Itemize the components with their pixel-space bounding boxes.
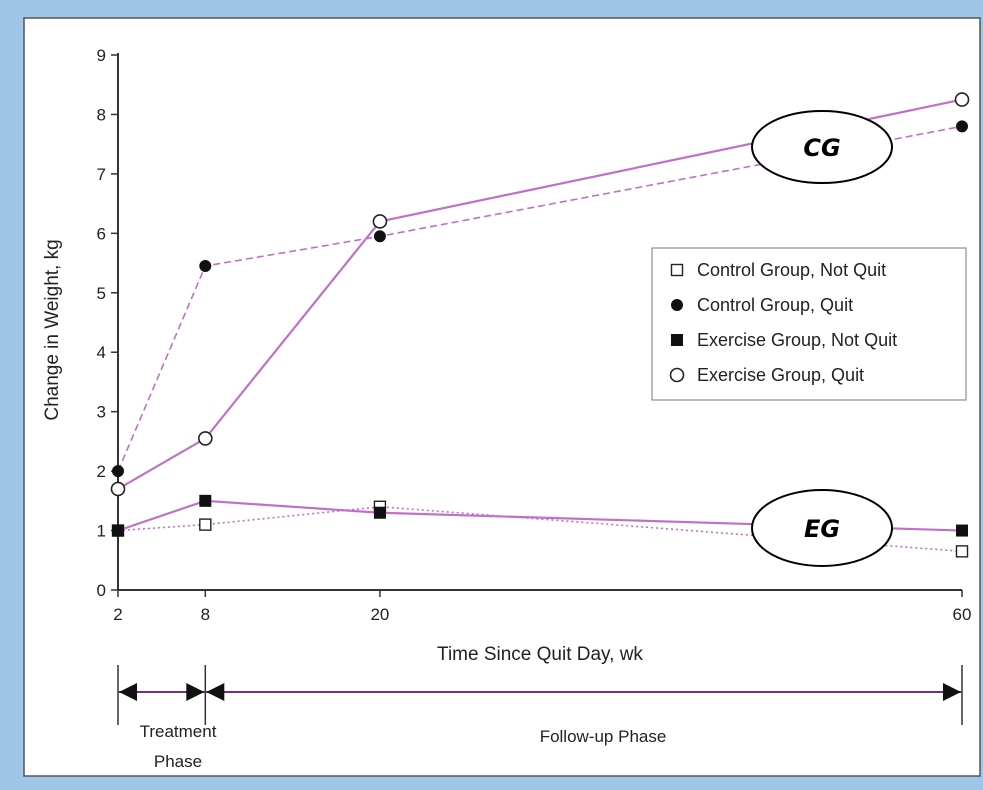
y-tick-label-5: 5 [97,284,106,303]
eg-label: EG [804,515,840,543]
followup-arrowhead-left [206,683,225,701]
legend-marker-0 [670,263,684,277]
legend-marker-2 [671,334,683,346]
series-3-point-2 [372,214,388,229]
legend-label-2: Exercise Group, Not Quit [697,330,897,350]
cg-bubble [751,110,893,184]
treatment-arrowhead-left [119,683,137,701]
series-line-2 [117,499,963,532]
legend-box [651,247,967,401]
y-tick-label-8: 8 [97,105,106,124]
y-tick-label-1: 1 [97,522,106,541]
y-axis-label: Change in Weight, kg [42,239,63,420]
series-0-point-1 [199,518,212,531]
axes [117,53,962,591]
series-1 [112,120,968,478]
series-1-point-2 [373,230,386,243]
legend: Control Group, Not Quit Control Group, Qu… [651,247,967,401]
y-tick-label-2: 2 [97,462,106,481]
eg-bubble [751,489,893,567]
y-ticks: 0 1 2 3 4 5 6 7 8 9 [97,46,118,600]
followup-arrowhead-right [943,683,961,701]
series-2-point-3 [956,524,968,537]
y-tick-label-9: 9 [97,46,106,65]
treatment-phase-label-line2: Phase [154,752,202,771]
x-tick-label-60: 60 [953,605,972,624]
x-tick-label-8: 8 [201,605,210,624]
series-1-point-0 [112,465,124,478]
treatment-arrowhead-right [186,683,205,701]
legend-marker-3 [669,367,685,383]
legend-label-3: Exercise Group, Quit [697,365,864,385]
x-tick-label-20: 20 [370,605,389,624]
treatment-phase-label-line1: Treatment [140,722,217,741]
eg-annotation: EG [751,489,893,567]
y-tick-label-6: 6 [97,224,106,243]
x-axis-label: Time Since Quit Day, wk [437,644,643,665]
series-line-0 [117,505,963,553]
x-ticks: 2 8 20 60 [113,590,971,624]
series-3-point-3 [954,92,970,107]
series-line-1 [117,125,963,472]
cg-label: CG [803,134,840,162]
cg-annotation: CG [751,110,893,184]
y-tick-label-4: 4 [97,343,106,362]
legend-marker-1 [671,299,683,311]
legend-label-0: Control Group, Not Quit [697,260,886,280]
series-layer [110,92,970,558]
series-3-point-1 [198,431,213,446]
series-3-point-0 [110,481,126,497]
series-1-point-3 [956,120,968,133]
y-tick-label-7: 7 [97,165,106,184]
series-2 [112,494,968,537]
legend-label-1: Control Group, Quit [697,295,853,315]
series-2-point-1 [199,494,212,507]
followup-phase-label: Follow-up Phase [540,727,667,746]
y-tick-label-3: 3 [97,403,106,422]
y-tick-label-0: 0 [97,581,106,600]
series-3 [110,92,970,497]
series-2-point-2 [373,506,386,519]
series-line-3 [117,98,963,490]
series-0-point-3 [955,545,969,558]
x-tick-label-2: 2 [113,605,122,624]
phase-indicators: Treatment Phase Follow-up Phase [117,665,963,771]
series-2-point-0 [112,524,124,537]
series-1-point-1 [199,260,212,273]
